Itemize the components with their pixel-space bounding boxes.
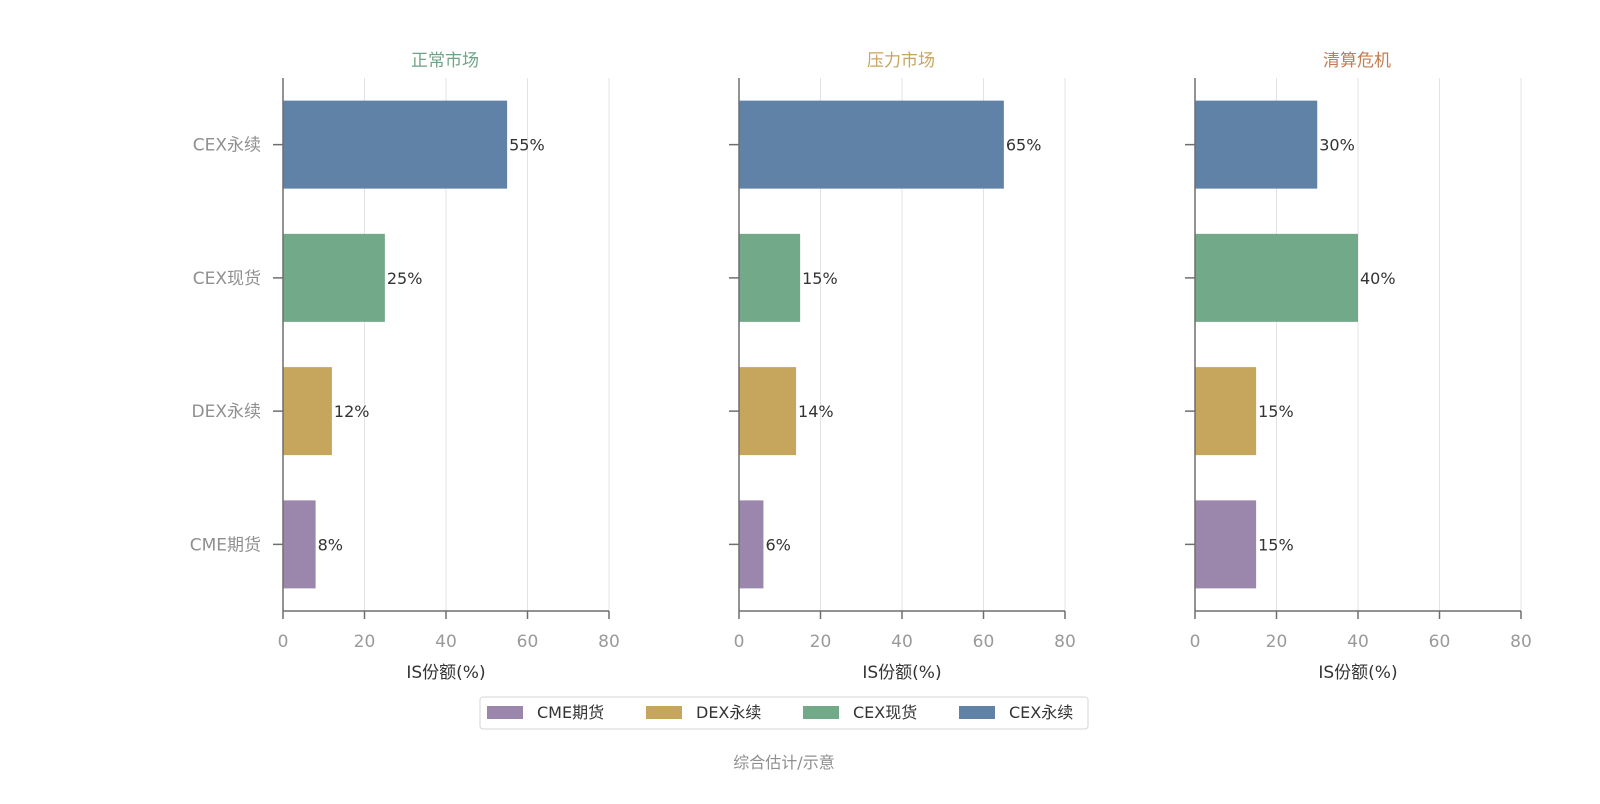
x-tick-label: 0 (278, 632, 289, 652)
x-tick-label: 20 (1266, 632, 1288, 652)
x-axis-label: IS份额(%) (1318, 663, 1397, 683)
bar-CEX永续 (739, 100, 1004, 189)
data-label: 65% (1006, 136, 1042, 155)
x-tick-label: 0 (1190, 632, 1201, 652)
bar-CEX现货 (739, 233, 801, 322)
x-tick-label: 80 (1054, 632, 1076, 652)
x-tick-label: 80 (598, 632, 620, 652)
x-tick-label: 60 (973, 632, 995, 652)
bar-CME期货 (739, 500, 764, 589)
bar-CEX永续 (1195, 100, 1318, 189)
legend-swatch-CME期货 (487, 706, 523, 719)
data-label: 25% (387, 269, 423, 288)
data-label: 40% (1360, 269, 1396, 288)
legend-box (479, 696, 1089, 730)
panel-title: 压力市场 (867, 51, 935, 71)
data-label: 8% (318, 535, 343, 554)
data-label: 15% (1258, 402, 1294, 421)
footnote: 综合估计/示意 (733, 753, 834, 772)
category-label: CEX永续 (193, 136, 261, 156)
category-label: CEX现货 (193, 269, 261, 289)
x-tick-label: 20 (354, 632, 376, 652)
x-tick-label: 60 (1429, 632, 1451, 652)
data-label: 14% (798, 402, 834, 421)
x-tick-label: 40 (435, 632, 457, 652)
data-label: 6% (765, 535, 790, 554)
legend-entry-label: DEX永续 (696, 703, 761, 722)
category-label: CME期货 (190, 535, 261, 555)
x-tick-label: 40 (891, 632, 913, 652)
bar-DEX永续 (283, 367, 332, 456)
category-label: DEX永续 (192, 402, 261, 422)
bar-CME期货 (1195, 500, 1257, 589)
panel-title: 正常市场 (411, 51, 479, 71)
bar-CEX现货 (1195, 233, 1358, 322)
legend-entry-label: CME期货 (537, 703, 604, 722)
legend-entry-label: CEX现货 (853, 703, 917, 722)
panel-title: 清算危机 (1323, 51, 1391, 71)
legend-entry-label: CEX永续 (1009, 703, 1073, 722)
x-tick-label: 0 (734, 632, 745, 652)
legend-swatch-DEX永续 (646, 706, 682, 719)
legend-swatch-CEX永续 (959, 706, 995, 719)
x-tick-label: 20 (810, 632, 832, 652)
bar-DEX永续 (739, 367, 797, 456)
x-tick-label: 80 (1510, 632, 1532, 652)
bar-CEX永续 (283, 100, 508, 189)
data-label: 15% (1258, 535, 1294, 554)
bar-DEX永续 (1195, 367, 1257, 456)
data-label: 30% (1319, 136, 1355, 155)
x-axis-label: IS份额(%) (406, 663, 485, 683)
bar-CME期货 (283, 500, 316, 589)
x-axis-label: IS份额(%) (862, 663, 941, 683)
x-tick-label: 60 (517, 632, 539, 652)
x-tick-label: 40 (1347, 632, 1369, 652)
data-label: 55% (509, 136, 545, 155)
legend-swatch-CEX现货 (803, 706, 839, 719)
data-label: 12% (334, 402, 370, 421)
bar-CEX现货 (283, 233, 385, 322)
data-label: 15% (802, 269, 838, 288)
